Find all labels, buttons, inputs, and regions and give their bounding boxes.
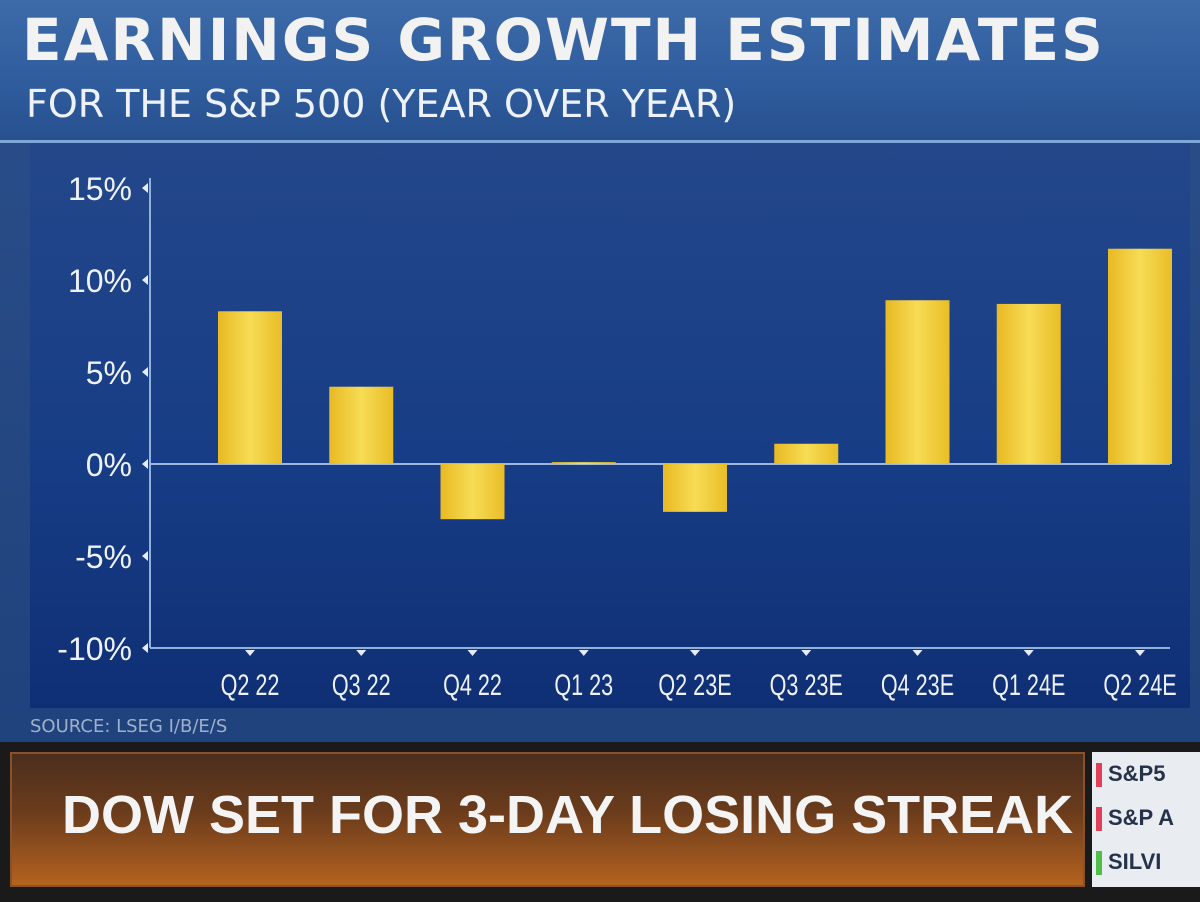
x-tick-label: Q1 24E (992, 667, 1065, 701)
bar-chart: 15% 10% 5% 0% -5% -10% Q2 22 Q3 22 Q4 22 Q1 23 Q2 … (30, 143, 1190, 708)
ticker-label: SILVI (1108, 849, 1162, 874)
x-tick-mark (912, 650, 923, 656)
x-tick-mark (467, 650, 478, 656)
chart-title: EARNINGS GROWTH ESTIMATES (22, 6, 1105, 74)
x-tick-label: Q3 22 (332, 667, 391, 701)
x-tick-label: Q4 22 (443, 667, 502, 701)
bar (551, 462, 616, 465)
y-tick-label: 10% (68, 263, 132, 299)
y-tick-mark (142, 275, 148, 285)
ticker-item: S&P5 (1096, 756, 1200, 792)
x-tick-label: Q2 24E (1103, 667, 1176, 701)
ticker-panel: S&P5 S&P A SILVI (1092, 752, 1200, 887)
ticker-flag-up (1096, 851, 1102, 876)
bar (774, 443, 839, 464)
headline-banner: DOW SET FOR 3-DAY LOSING STREAK (10, 752, 1085, 887)
bar (218, 311, 282, 464)
ticker-flag-down (1096, 763, 1102, 788)
y-tick-mark (142, 183, 148, 193)
y-tick-mark (142, 643, 148, 653)
y-tick-mark (142, 459, 148, 469)
headline-text: DOW SET FOR 3-DAY LOSING STREAK (62, 785, 1074, 845)
x-tick-label: Q2 23E (658, 667, 731, 701)
ticker-item: S&P A (1096, 800, 1200, 836)
y-tick-label: 5% (86, 355, 132, 391)
bar (329, 386, 394, 464)
x-tick-label: Q2 22 (221, 667, 280, 701)
ticker-item: SILVI (1096, 844, 1200, 880)
y-tick-label: 15% (68, 171, 132, 207)
source-credit: SOURCE: LSEG I/B/E/S (30, 716, 228, 737)
y-tick-mark (142, 551, 148, 561)
x-tick-mark (245, 650, 255, 656)
bar (1108, 248, 1172, 464)
x-tick-mark (1135, 650, 1145, 656)
bar (663, 464, 727, 512)
y-tick-label: -10% (57, 631, 132, 667)
x-tick-label: Q3 23E (770, 667, 843, 701)
x-tick-mark (801, 650, 812, 656)
y-tick-label: -5% (75, 539, 132, 575)
x-tick-mark (578, 650, 589, 656)
ticker-flag-down (1096, 807, 1102, 832)
bar (885, 300, 950, 464)
y-tick-mark (142, 367, 148, 377)
x-tick-mark (356, 650, 367, 656)
x-tick-label: Q4 23E (881, 667, 954, 701)
x-tick-label: Q1 23 (554, 667, 613, 701)
header-divider (0, 140, 1200, 143)
x-tick-mark (1023, 650, 1034, 656)
ticker-label: S&P A (1108, 805, 1175, 830)
ticker-label: S&P5 (1108, 761, 1166, 786)
bar (440, 464, 505, 520)
chart-header: EARNINGS GROWTH ESTIMATES FOR THE S&P 50… (0, 0, 1200, 140)
y-tick-label: 0% (86, 447, 132, 483)
chart-subtitle: FOR THE S&P 500 (YEAR OVER YEAR) (26, 82, 737, 126)
x-tick-mark (690, 650, 700, 656)
bar (996, 303, 1061, 464)
